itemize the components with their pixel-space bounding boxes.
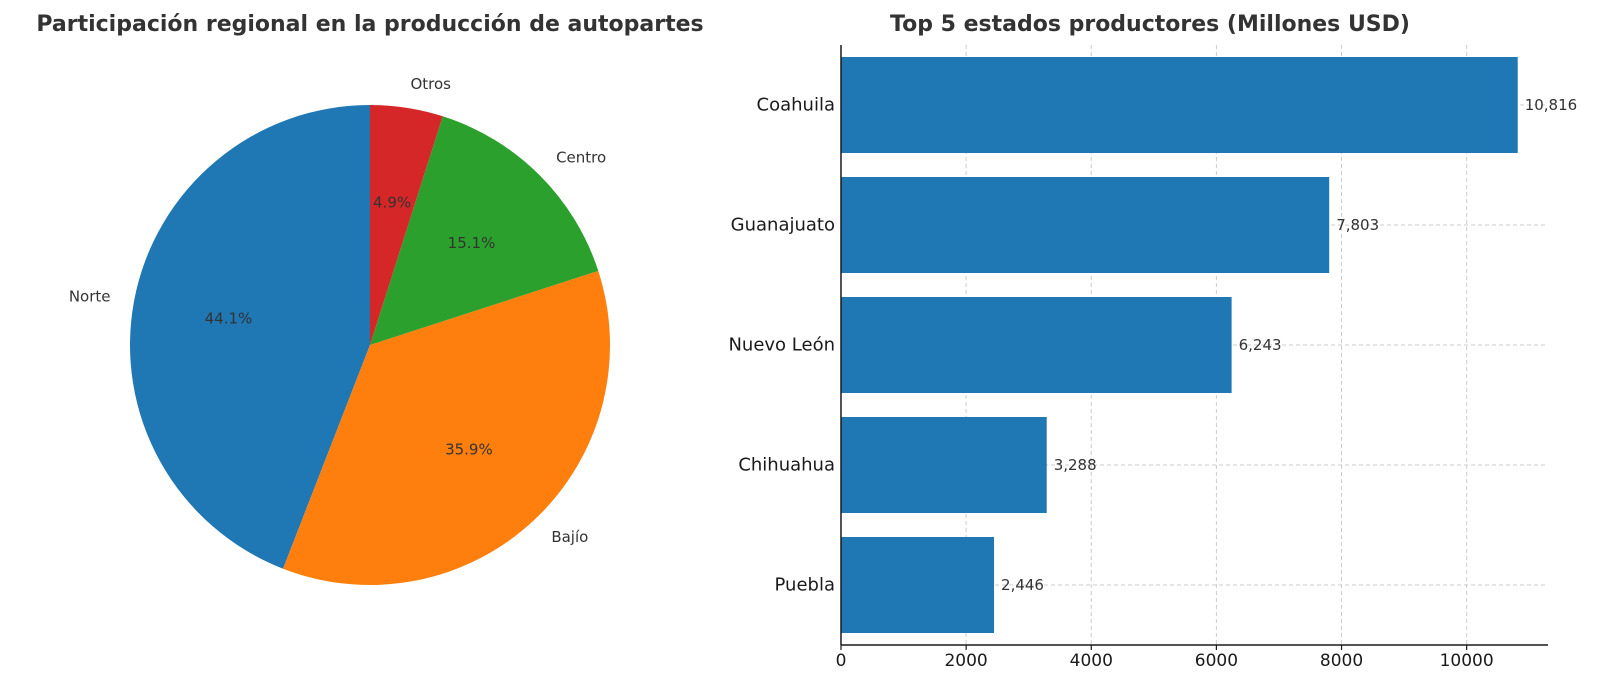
bar-nuevo-leon	[841, 297, 1232, 393]
bar-chart-panel: Top 5 estados productores (Millones USD)…	[700, 0, 1600, 686]
y-tick-label-nuevo-leon: Nuevo León	[728, 335, 835, 356]
x-tick-label: 2000	[944, 651, 987, 671]
x-tick-label: 8000	[1320, 651, 1363, 671]
x-tick-label: 4000	[1070, 651, 1113, 671]
bar-coahuila	[841, 57, 1518, 153]
bar-puebla	[841, 537, 995, 633]
pie-slice-centro	[370, 116, 599, 345]
pie-percent-label-norte: 44.1%	[205, 309, 253, 327]
x-tick-label: 10000	[1440, 651, 1494, 671]
pie-category-label-bajio: Bajío	[551, 528, 588, 546]
bar-value-label-coahuila: 10,816	[1525, 96, 1578, 114]
bar-value-label-chihuahua: 3,288	[1054, 456, 1097, 474]
y-tick-label-guanajuato: Guanajuato	[731, 215, 835, 236]
x-tick-label: 6000	[1195, 651, 1238, 671]
y-tick-label-coahuila: Coahuila	[757, 95, 835, 116]
pie-percent-label-bajio: 35.9%	[445, 441, 493, 459]
bar-guanajuato	[841, 177, 1330, 273]
bar-chihuahua	[841, 417, 1047, 513]
pie-chart: 44.1% Norte 35.9% Bajío 15.1% Centro 4.9% Otros	[69, 75, 610, 585]
pie-category-label-norte: Norte	[69, 287, 111, 305]
pie-category-label-centro: Centro	[556, 149, 606, 167]
x-tick-label: 0	[836, 651, 847, 671]
bar-chart-title: Top 5 estados productores (Millones USD)	[890, 12, 1410, 37]
y-tick-label-puebla: Puebla	[775, 575, 835, 596]
pie-percent-label-centro: 15.1%	[448, 234, 496, 252]
pie-chart-title: Participación regional en la producción …	[36, 12, 704, 37]
pie-category-label-otros: Otros	[410, 75, 451, 93]
bar-value-label-nuevo-leon: 6,243	[1239, 336, 1282, 354]
pie-chart-panel: Participación regional en la producción …	[0, 0, 740, 686]
pie-slice-norte	[129, 105, 370, 569]
y-tick-label-chihuahua: Chihuahua	[738, 455, 835, 476]
pie-percent-label-otros: 4.9%	[373, 194, 411, 212]
bar-value-label-guanajuato: 7,803	[1336, 216, 1379, 234]
bar-chart: 10,816 Coahuila 7,803 Guanajuato 6,243 Nuevo …	[728, 45, 1578, 671]
bar-value-label-puebla: 2,446	[1001, 576, 1044, 594]
pie-slice-otros	[370, 105, 443, 345]
pie-slice-bajio	[283, 270, 610, 585]
